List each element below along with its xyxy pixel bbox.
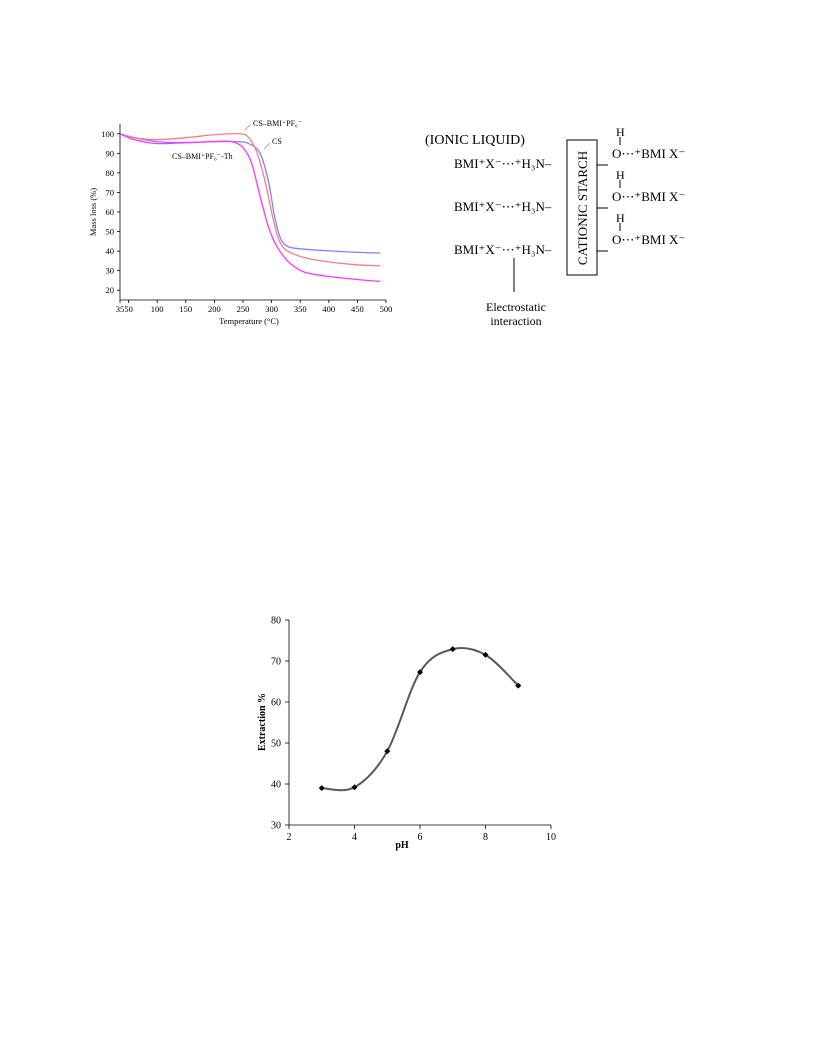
extraction-y-tick-label: 70	[271, 657, 281, 668]
tga-series	[119, 132, 381, 283]
tga-x-tick-label: 250	[237, 304, 250, 314]
cationic-starch-label: CATIONIC STARCH	[575, 151, 590, 265]
tga-x-tick-label: 500	[380, 304, 393, 314]
tga-y-tick-label: 40	[106, 246, 115, 256]
extraction-ph-chart: 2 4 6 8 10 30 40 50 60 70 80 pH Extraction %	[257, 616, 556, 852]
tga-y-tick-label: 70	[106, 187, 115, 197]
tga-annotations: CS–BMI⁺PF₆⁻ CS CS–BMI⁺PF₆⁻-Th	[172, 119, 302, 161]
tga-y-tick-label: 30	[106, 266, 115, 276]
scheme-row-3-hydrogen: H	[616, 211, 625, 225]
extraction-y-tick-label: 30	[271, 821, 281, 832]
extraction-x-ticks: 2 4 6 8 10	[287, 825, 556, 843]
annotation-cs: CS	[272, 137, 282, 146]
annotation-cs-bmi-pf6: CS–BMI⁺PF₆⁻	[253, 119, 302, 128]
tga-y-ticks: 20 30 40 50 60 70 80 90 100	[101, 129, 120, 295]
tga-y-tick-label: 90	[106, 148, 115, 158]
tga-x-tick-label: 300	[265, 304, 278, 314]
extraction-y-tick-label: 80	[271, 616, 281, 627]
extraction-x-tick-label: 2	[287, 832, 292, 843]
tga-x-tick-label: 400	[322, 304, 335, 314]
tga-y-axis-label: Mass loss (%)	[88, 188, 98, 236]
annotation-cs-bmi-pf6-th: CS–BMI⁺PF₆⁻-Th	[172, 152, 233, 161]
scheme-row-2-right: O⋯⁺BMI X⁻	[612, 189, 685, 204]
extraction-data-point	[515, 682, 522, 689]
tga-series-line-3	[119, 133, 381, 283]
extraction-x-tick-label: 6	[418, 832, 423, 843]
scheme-row-3-right: O⋯⁺BMI X⁻	[612, 232, 685, 247]
ionic-liquid-scheme: (IONIC LIQUID) BMI⁺X⁻⋯⁺H₃N– BMI⁺X⁻⋯⁺H₃N–…	[425, 125, 685, 328]
tga-x-ticks: 35 50 100 150 200 250 300 350 400 450 500	[116, 300, 393, 314]
scheme-row-2-left: BMI⁺X⁻⋯⁺H₃N–	[454, 199, 552, 214]
scheme-row-1-left: BMI⁺X⁻⋯⁺H₃N–	[454, 156, 552, 171]
tga-y-tick-label: 20	[106, 285, 115, 295]
tga-x-tick-label: 350	[294, 304, 307, 314]
extraction-data-point	[384, 748, 391, 755]
extraction-x-tick-label: 8	[483, 832, 488, 843]
scheme-right-connectors	[597, 137, 621, 252]
tga-x-tick-label: 150	[179, 304, 192, 314]
annotation-cs-bmi-pf6-leader	[244, 123, 252, 131]
extraction-series	[318, 646, 522, 792]
extraction-data-point	[417, 669, 423, 676]
scheme-row-1-right: O⋯⁺BMI X⁻	[612, 146, 685, 161]
extraction-x-tick-label: 4	[352, 832, 357, 843]
electrostatic-caption-line1: Electrostatic	[486, 300, 546, 314]
scheme-row-3-left: BMI⁺X⁻⋯⁺H₃N–	[454, 242, 552, 257]
tga-axes	[119, 124, 386, 301]
tga-y-tick-label: 50	[106, 227, 115, 237]
extraction-y-ticks: 30 40 50 60 70 80	[271, 616, 289, 832]
extraction-y-axis-label: Extraction %	[257, 693, 268, 751]
tga-x-tick-label: 450	[351, 304, 364, 314]
tga-x-tick-label: 50	[124, 304, 133, 314]
extraction-y-tick-label: 50	[271, 739, 281, 750]
extraction-data-point	[482, 651, 489, 658]
extraction-x-axis-label: pH	[395, 840, 409, 851]
scheme-row-2-hydrogen: H	[616, 168, 625, 182]
extraction-data-point	[351, 784, 358, 791]
tga-y-tick-label: 100	[101, 129, 114, 139]
extraction-x-tick-label: 10	[546, 832, 556, 843]
tga-y-tick-label: 80	[106, 168, 115, 178]
extraction-data-point	[449, 646, 456, 653]
extraction-data-point	[318, 785, 325, 792]
tga-x-tick-label: 35	[116, 304, 125, 314]
extraction-y-tick-label: 60	[271, 698, 281, 709]
tga-y-tick-label: 60	[106, 207, 115, 217]
extraction-y-tick-label: 40	[271, 780, 281, 791]
tga-series-line-1	[119, 133, 381, 254]
tga-chart: 35 50 100 150 200 250 300 350 400 450 500 20304050…	[88, 119, 393, 326]
extraction-axes	[288, 620, 551, 826]
scheme-row-1-hydrogen: H	[616, 125, 625, 139]
tga-series-line-2	[119, 132, 381, 267]
tga-x-tick-label: 200	[208, 304, 221, 314]
scheme-header: (IONIC LIQUID)	[425, 133, 525, 148]
tga-x-axis-label: Temperature (°C)	[219, 316, 279, 326]
tga-x-tick-label: 100	[151, 304, 164, 314]
annotation-cs-leader	[263, 142, 271, 150]
electrostatic-caption-line2: interaction	[490, 314, 541, 328]
